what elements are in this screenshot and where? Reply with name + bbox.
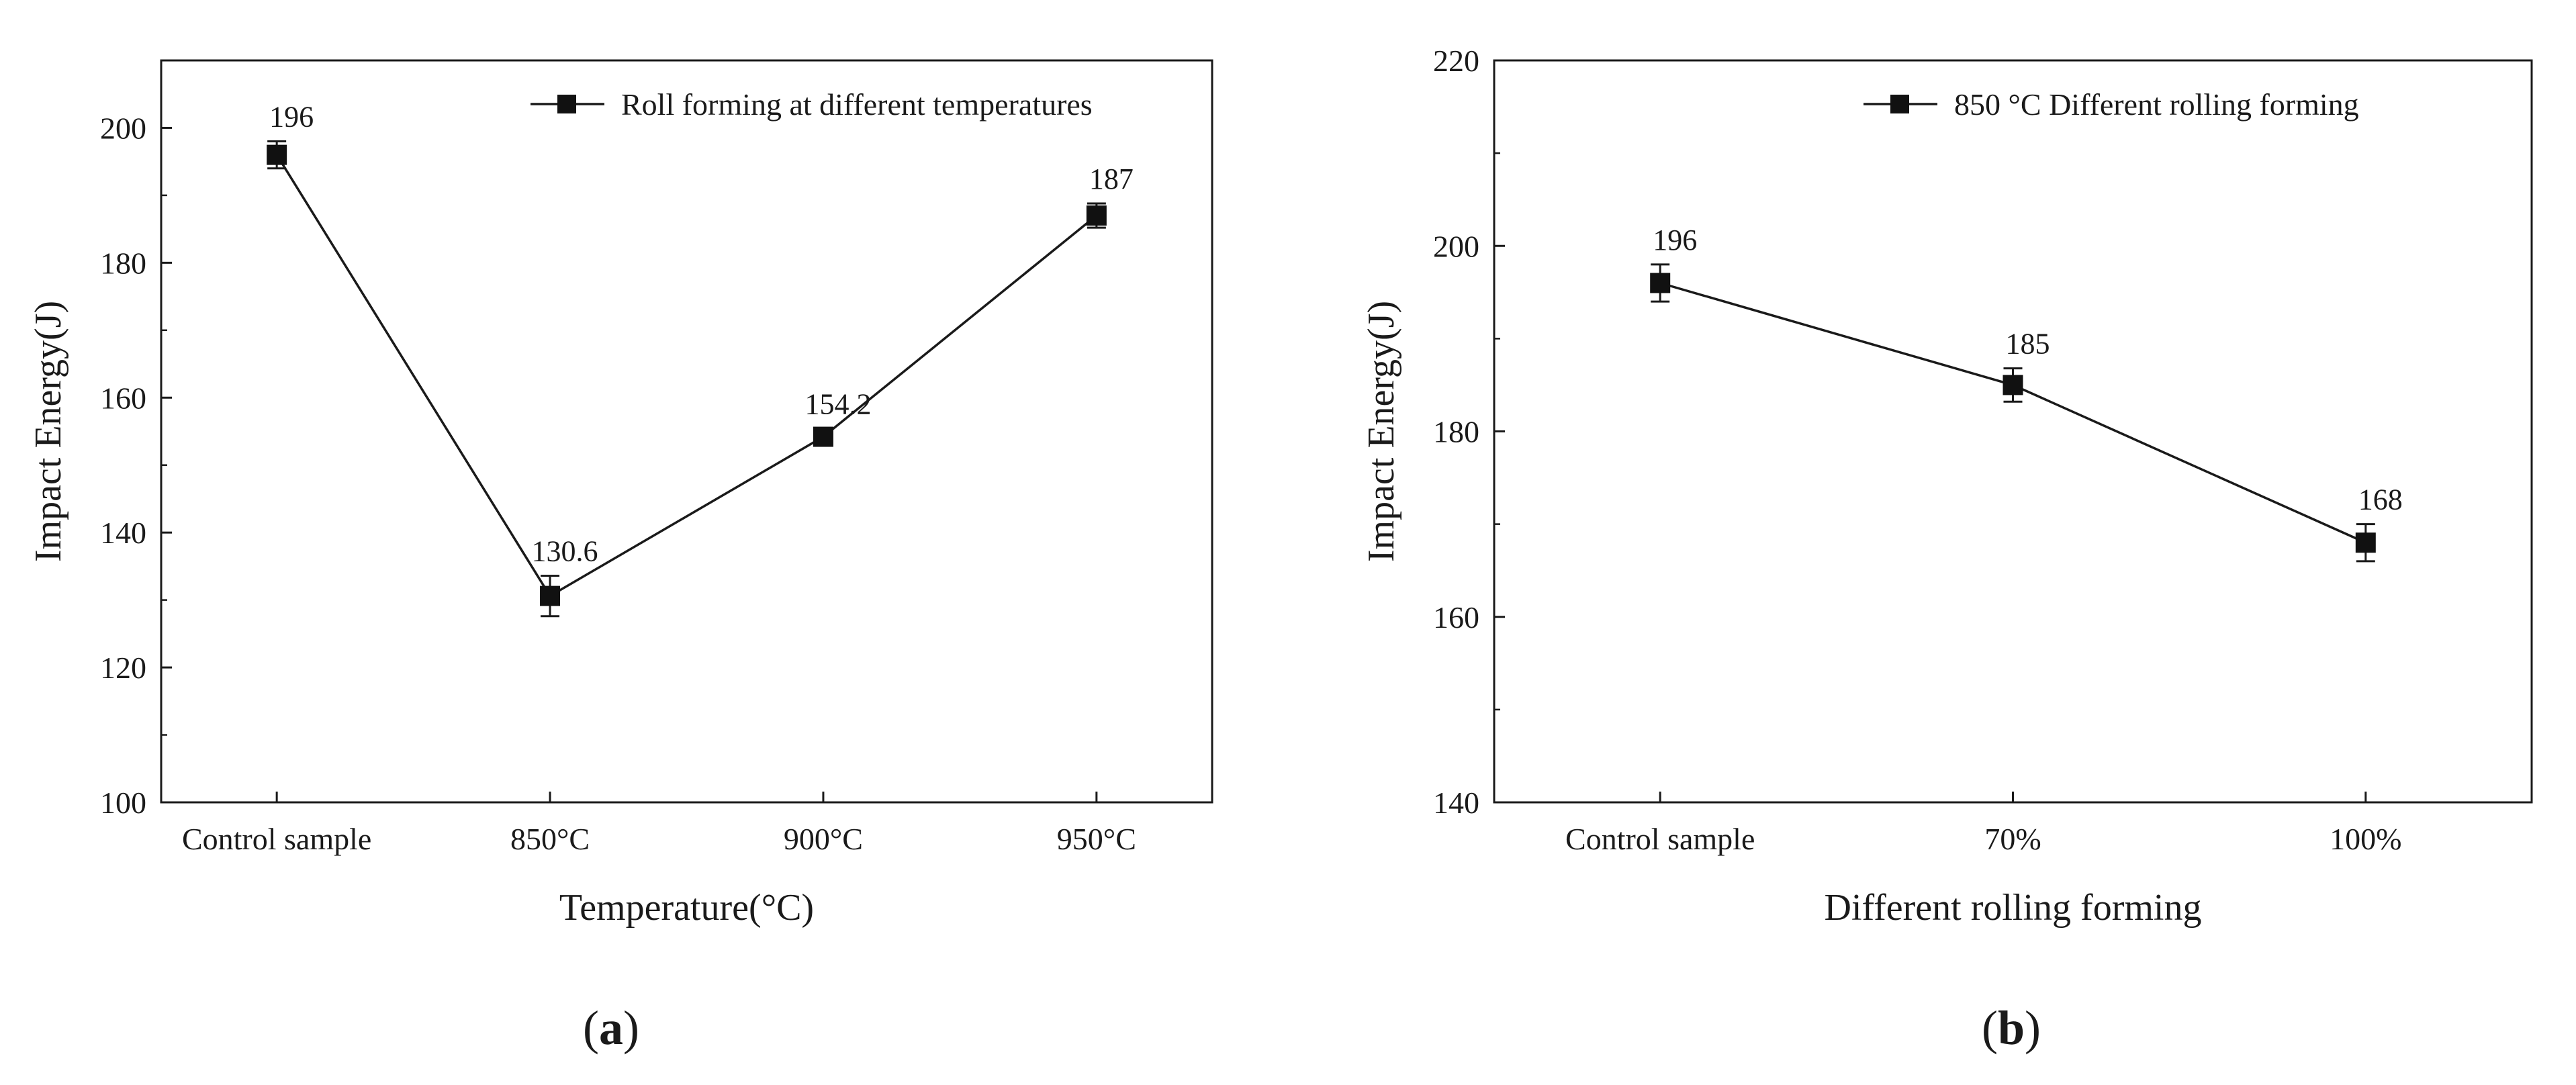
- y-tick-label: 220: [1433, 44, 1479, 78]
- y-tick-label: 140: [1433, 786, 1479, 820]
- y-axis-title: Impact Energy(J): [1361, 301, 1402, 562]
- series-line: [1659, 281, 2366, 544]
- data-point: [267, 144, 287, 165]
- data-label: 185: [2006, 328, 2050, 361]
- panel-label: (b): [1982, 1001, 2041, 1055]
- y-tick-label: 120: [100, 651, 146, 685]
- x-tick-label: 100%: [2330, 822, 2401, 856]
- data-point: [813, 426, 833, 447]
- data-label: 187: [1089, 162, 1134, 195]
- x-axis-title: Different rolling forming: [1825, 887, 2202, 929]
- data-point: [540, 585, 561, 606]
- x-tick-label: Control sample: [1565, 822, 1755, 856]
- panel-label: (a): [583, 1001, 639, 1055]
- y-tick-label: 180: [100, 246, 146, 280]
- data-point: [1650, 273, 1671, 293]
- legend-marker: [1890, 95, 1909, 113]
- plot-frame: [160, 59, 1213, 804]
- legend-label: Roll forming at different temperatures: [621, 87, 1093, 122]
- data-point: [2003, 375, 2023, 395]
- y-tick-label: 160: [100, 381, 146, 415]
- y-tick-label: 180: [1433, 415, 1479, 449]
- plot-frame: [1493, 59, 2533, 804]
- x-tick-label: 950°C: [1057, 822, 1136, 856]
- data-label: 154.2: [804, 387, 871, 420]
- y-tick-label: 200: [1433, 229, 1479, 263]
- chart-b: 140 160 180 200 220 Control sample 70% 100% Diff…: [1361, 44, 2533, 1055]
- y-tick-label: 160: [1433, 600, 1479, 634]
- data-point: [1086, 205, 1107, 226]
- y-tick-label: 140: [100, 516, 146, 550]
- y-axis-title: Impact Energy(J): [28, 301, 69, 562]
- series-line: [275, 154, 1097, 598]
- x-tick-label: 70%: [1984, 822, 2041, 856]
- data-label: 196: [1653, 224, 1697, 256]
- legend-label: 850 °C Different rolling forming: [1954, 87, 2359, 122]
- x-tick-label: 900°C: [784, 822, 863, 856]
- y-tick-label: 100: [100, 786, 146, 820]
- x-axis-title: Temperature(°C): [559, 887, 814, 929]
- x-tick-label: Control sample: [182, 822, 371, 856]
- chart-a: 100 120 140 160 180 200 Control sample 850°C 900…: [28, 59, 1213, 1055]
- legend-marker: [557, 95, 576, 113]
- data-label: 130.6: [532, 534, 598, 567]
- y-tick-label: 200: [100, 111, 146, 145]
- x-tick-label: 850°C: [510, 822, 590, 856]
- data-point: [2355, 532, 2376, 553]
- data-label: 168: [2358, 483, 2403, 516]
- data-label: 196: [269, 101, 314, 134]
